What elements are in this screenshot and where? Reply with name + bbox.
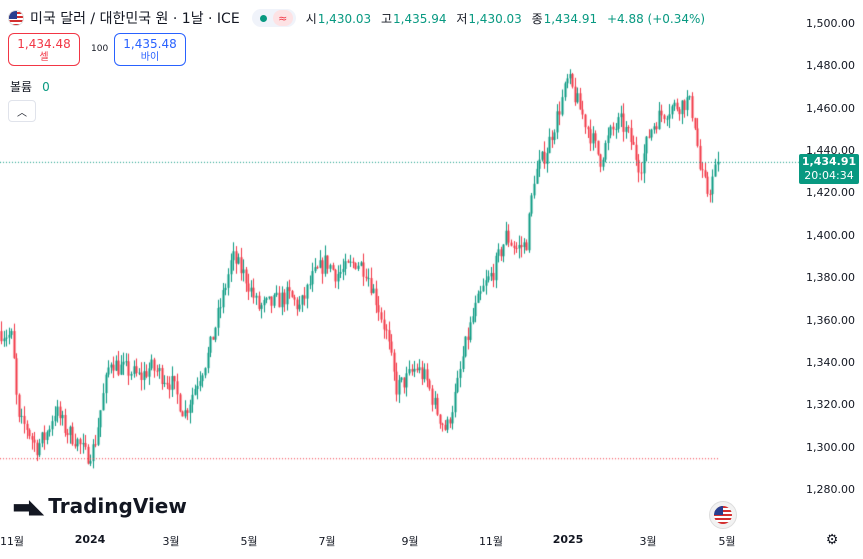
price-tick-label: 1,400.00 <box>806 228 855 242</box>
market-open-dot-icon <box>255 9 273 27</box>
open-label: 시 <box>305 11 317 26</box>
collapse-legend-button[interactable]: ︿ <box>8 100 36 122</box>
spread-value: 100 <box>91 44 109 54</box>
time-tick-label: 2024 <box>74 533 106 546</box>
buy-button[interactable]: 1,435.48 바이 <box>114 33 186 66</box>
data-delay-icon: ≈ <box>272 10 293 26</box>
price-tick-label: 1,340.00 <box>806 355 855 369</box>
time-tick-label: 5월 <box>718 535 736 548</box>
ohlc-readout: 시1,430.03 고1,435.94 저1,430.03 종1,434.91 … <box>306 10 711 27</box>
buy-price: 1,435.48 <box>123 37 177 51</box>
chevron-up-icon: ︿ <box>17 107 27 119</box>
gear-icon[interactable]: ⚙ <box>825 532 839 548</box>
price-tick-label: 1,360.00 <box>806 313 855 327</box>
change-value: +4.88 (+0.34%) <box>606 11 706 26</box>
buy-label: 바이 <box>140 52 160 63</box>
chart-header: 미국 달러 / 대한민국 원 · 1날 · ICE ≈ 시1,430.03 고1… <box>8 8 711 28</box>
time-tick-label: 5월 <box>240 535 258 548</box>
time-tick-label: 9월 <box>401 535 419 548</box>
tradingview-logo[interactable]: ▬◣ TradingView <box>12 494 187 518</box>
price-tick-label: 1,460.00 <box>806 101 855 115</box>
tradingview-logo-icon: ▬◣ <box>12 494 44 518</box>
close-value: 1,434.91 <box>543 11 598 26</box>
high-label: 고 <box>381 11 393 26</box>
last-price-value: 1,434.91 <box>801 155 857 168</box>
price-tick-label: 1,440.00 <box>806 144 855 158</box>
volume-label: 볼륨 <box>10 80 33 94</box>
price-tick-label: 1,300.00 <box>806 440 855 454</box>
price-tick-label: 1,420.00 <box>806 186 855 200</box>
open-value: 1,430.03 <box>317 11 372 26</box>
market-status-pill[interactable]: ≈ <box>251 9 296 27</box>
price-tick-label: 1,320.00 <box>806 398 855 412</box>
time-tick-label: 2025 <box>552 533 584 546</box>
time-tick-label: 7월 <box>318 535 336 548</box>
low-value: 1,430.03 <box>468 11 522 26</box>
time-tick-label: 11월 <box>0 535 25 548</box>
high-value: 1,435.94 <box>393 11 447 26</box>
price-tick-label: 1,380.00 <box>806 271 855 285</box>
us-flag-icon <box>714 506 732 524</box>
volume-value: 0 <box>42 80 50 94</box>
volume-legend[interactable]: 볼륨 0 <box>10 78 50 95</box>
symbol-title[interactable]: 미국 달러 / 대한민국 원 · 1날 · ICE <box>30 11 240 27</box>
bar-countdown: 20:04:34 <box>804 169 854 182</box>
time-tick-label: 3월 <box>162 535 180 548</box>
last-price-label: 1,434.91 20:04:34 <box>799 154 859 184</box>
close-label: 종 <box>531 11 543 26</box>
us-kr-flag-icon <box>8 10 24 26</box>
sell-price: 1,434.48 <box>17 37 71 51</box>
price-tick-label: 1,280.00 <box>806 483 855 496</box>
low-label: 저 <box>456 11 468 26</box>
price-tick-label: 1,500.00 <box>806 17 855 30</box>
sell-button[interactable]: 1,434.48 셀 <box>8 33 80 66</box>
time-tick-label: 11월 <box>478 535 504 548</box>
sell-label: 셀 <box>39 52 49 63</box>
logo-text: TradingView <box>48 494 187 518</box>
price-tick-label: 1,480.00 <box>806 59 855 73</box>
time-tick-label: 3월 <box>639 535 657 548</box>
economic-event-marker[interactable] <box>709 501 737 529</box>
